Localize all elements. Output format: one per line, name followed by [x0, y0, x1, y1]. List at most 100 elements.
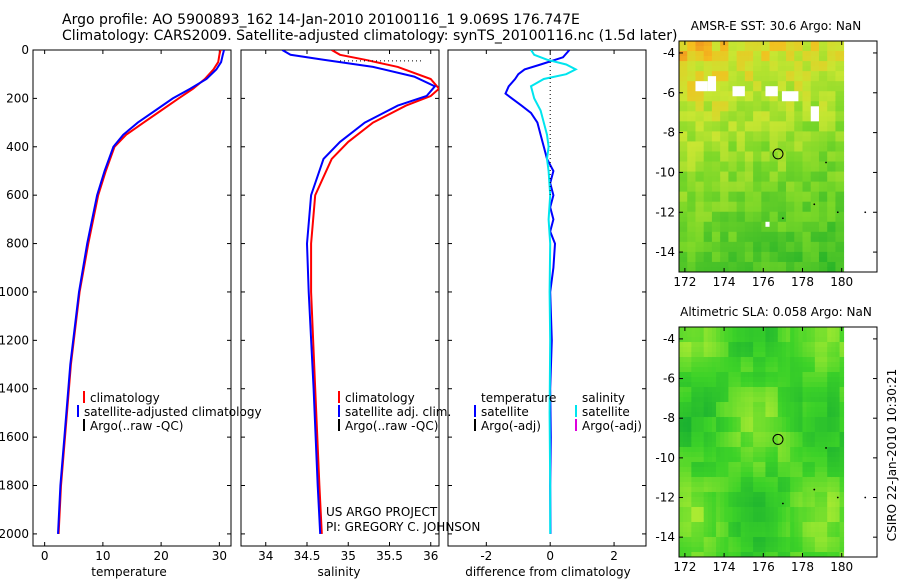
heatmap-cell [711, 56, 717, 62]
heatmap-cell [699, 261, 705, 268]
heatmap-cell [777, 402, 783, 408]
heatmap-cell [806, 542, 812, 548]
heatmap-cell [720, 106, 725, 112]
heatmap-cell [802, 552, 808, 558]
heatmap-cell [707, 382, 713, 388]
heatmap-cell [835, 492, 840, 498]
heatmap-cell [818, 46, 824, 52]
heatmap-cell [769, 482, 775, 488]
heatmap-cell [744, 457, 750, 463]
heatmap-cell [810, 201, 816, 208]
heatmap-cell [777, 116, 783, 122]
heatmap-cell [839, 126, 845, 132]
heatmap-cell [753, 357, 758, 363]
heatmap-cell [679, 51, 684, 57]
heatmap-cell [823, 226, 828, 233]
heatmap-cell [728, 91, 733, 97]
heatmap-cell [724, 116, 729, 122]
heatmap-cell [831, 41, 836, 47]
heatmap-cell [732, 171, 738, 177]
heatmap-cell [835, 392, 840, 398]
heatmap-cell [802, 487, 808, 493]
heatmap-cell [753, 226, 758, 233]
heatmap-cell [711, 507, 717, 513]
heatmap-cell [691, 477, 696, 483]
heatmap-cell [707, 467, 713, 473]
heatmap-cell [695, 266, 700, 273]
heatmap-cell [823, 231, 828, 238]
heatmap-cell [687, 447, 692, 453]
sla-map-title: Altimetric SLA: 0.058 Argo: NaN [680, 305, 872, 319]
heatmap-cell [798, 377, 803, 383]
heatmap-cell [818, 382, 824, 388]
heatmap-cell [810, 46, 816, 52]
heatmap-cell [744, 156, 750, 162]
heatmap-cell [753, 472, 758, 478]
heatmap-cell [695, 171, 700, 177]
heatmap-cell [711, 422, 717, 428]
heatmap-cell [806, 362, 812, 368]
heatmap-cell [748, 101, 754, 107]
heatmap-cell [810, 166, 816, 172]
heatmap-cell [761, 126, 766, 132]
heatmap-cell [798, 402, 803, 408]
heatmap-cell [736, 201, 742, 208]
heatmap-cell [798, 357, 803, 363]
heatmap-cell [711, 542, 717, 548]
heatmap-cell [707, 186, 713, 193]
heatmap-cell [711, 96, 717, 102]
heatmap-cell [814, 417, 820, 423]
heatmap-cell [786, 66, 791, 72]
heatmap-cell [827, 327, 832, 333]
heatmap-cell [699, 71, 705, 77]
heatmap-cell [814, 126, 820, 132]
heatmap-cell [691, 56, 696, 62]
heatmap-cell [703, 256, 709, 263]
heatmap-cell [818, 101, 824, 107]
heatmap-cell [802, 532, 808, 538]
island-dot [836, 496, 839, 499]
heatmap-cell [740, 126, 746, 132]
heatmap-cell [748, 41, 754, 47]
heatmap-cell [769, 126, 775, 132]
heatmap-cell [699, 66, 705, 72]
heatmap-cell [790, 382, 795, 388]
heatmap-cell [777, 337, 783, 343]
heatmap-cell [827, 171, 832, 177]
heatmap-cell [823, 106, 828, 112]
heatmap-cell [740, 156, 746, 162]
heatmap-cell [753, 372, 758, 378]
heatmap-cell [757, 447, 762, 453]
heatmap-cell [773, 201, 779, 208]
heatmap-cell [679, 91, 684, 97]
heatmap-cell [720, 171, 725, 177]
heatmap-cell [683, 447, 688, 453]
heatmap-cell [687, 186, 692, 193]
heatmap-cell [744, 136, 750, 142]
heatmap-cell [777, 201, 783, 208]
heatmap-cell [814, 146, 820, 152]
heatmap-cell [683, 61, 688, 67]
heatmap-cell [786, 457, 791, 463]
heatmap-cell [695, 382, 700, 388]
heatmap-cell [773, 387, 779, 393]
island-dot [864, 211, 867, 214]
heatmap-cell [765, 256, 770, 263]
heatmap-cell [753, 246, 758, 253]
heatmap-cell [691, 186, 696, 193]
heatmap-cell [683, 146, 688, 152]
heatmap-cell [679, 166, 684, 172]
heatmap-cell [781, 477, 787, 483]
heatmap-cell [790, 121, 795, 127]
heatmap-cell [736, 412, 742, 418]
heatmap-cell [814, 101, 820, 107]
heatmap-cell [806, 246, 812, 253]
heatmap-cell [724, 81, 729, 87]
island-dot [813, 488, 816, 491]
heatmap-cell [781, 377, 787, 383]
heatmap-cell [831, 196, 836, 203]
heatmap-cell [736, 41, 742, 47]
heatmap-cell [720, 552, 725, 558]
heatmap-cell [794, 492, 799, 498]
heatmap-cell [781, 372, 787, 378]
